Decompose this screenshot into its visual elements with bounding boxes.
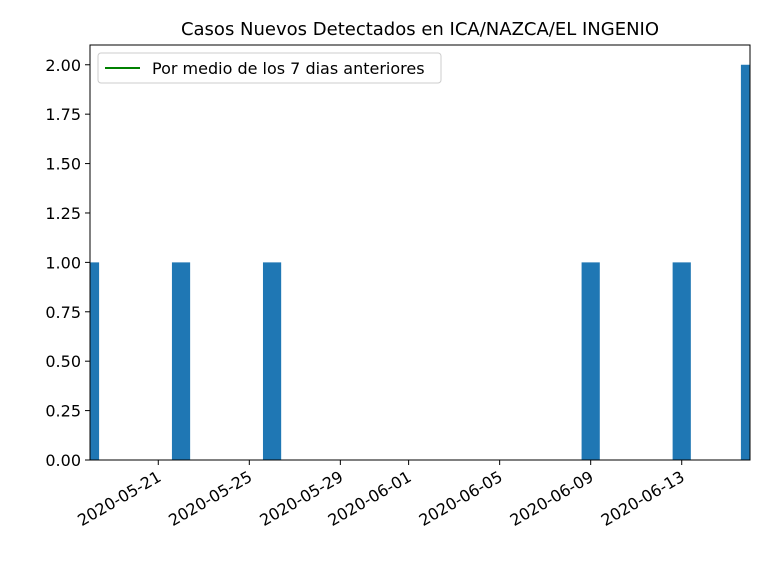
y-tick-label: 0.50 bbox=[45, 352, 81, 371]
y-tick-label: 0.75 bbox=[45, 303, 81, 322]
y-tick-label: 1.75 bbox=[45, 105, 81, 124]
x-tick-label: 2020-05-21 bbox=[74, 467, 164, 530]
y-tick-label: 1.25 bbox=[45, 204, 81, 223]
bar bbox=[90, 262, 100, 460]
chart-title: Casos Nuevos Detectados en ICA/NAZCA/EL … bbox=[181, 19, 659, 40]
y-axis: 0.00 0.25 0.50 0.75 1.00 1.25 1.50 1.75 2.00 bbox=[45, 56, 90, 470]
x-tick-label: 2020-06-13 bbox=[598, 467, 688, 530]
y-tick-label: 2.00 bbox=[45, 56, 81, 75]
bar bbox=[672, 262, 691, 460]
y-tick-label: 1.50 bbox=[45, 155, 81, 174]
y-tick-label: 1.00 bbox=[45, 253, 81, 272]
x-tick-label: 2020-06-09 bbox=[507, 467, 597, 530]
y-tick-label: 0.00 bbox=[45, 451, 81, 470]
bar bbox=[740, 64, 750, 460]
bar bbox=[171, 262, 191, 460]
y-tick-label: 0.25 bbox=[45, 402, 81, 421]
legend-box bbox=[97, 52, 442, 84]
x-tick-label: 2020-05-25 bbox=[165, 467, 255, 530]
legend: Por medio de los 7 dias anteriores bbox=[97, 52, 442, 84]
plot-frame bbox=[89, 44, 751, 461]
bar bbox=[581, 262, 600, 460]
x-tick-label: 2020-06-05 bbox=[416, 467, 506, 530]
x-axis: 2020-05-21 2020-05-25 2020-05-292020-06-01… bbox=[74, 460, 688, 530]
bars-group bbox=[90, 64, 750, 460]
legend-label: Por medio de los 7 dias anteriores bbox=[152, 59, 425, 78]
bar bbox=[262, 262, 282, 460]
